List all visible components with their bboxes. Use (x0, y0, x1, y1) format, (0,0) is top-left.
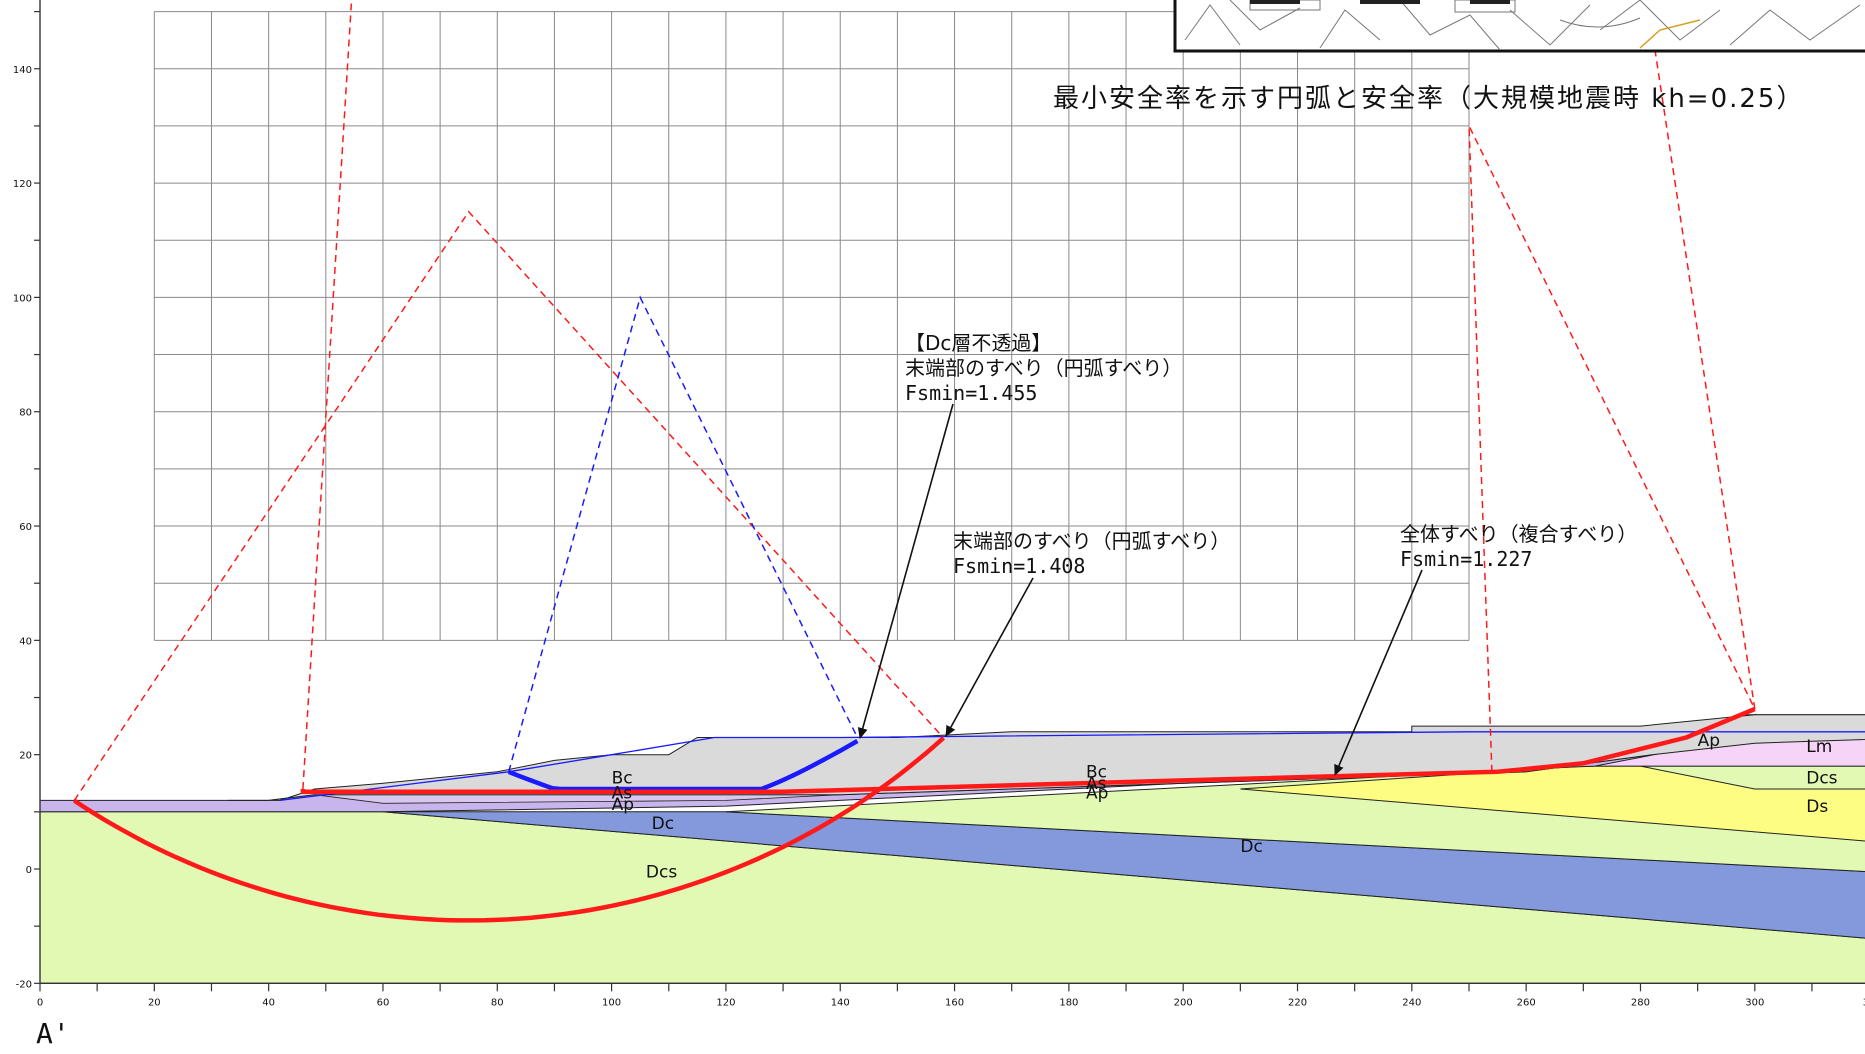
x-tick-label: 40 (262, 997, 275, 1008)
section-label: A' (36, 1017, 70, 1050)
x-tick-label: 60 (377, 997, 390, 1008)
label-ap: Ap (1698, 731, 1720, 751)
callout-fs-value: Fsmin=1.455 (905, 381, 1037, 405)
label-ap: Ap (612, 795, 634, 815)
label-ap: Ap (1086, 784, 1108, 804)
callout-line-2: 末端部のすべり（円弧すべり） (905, 356, 1182, 380)
y-tick-label: 0 (26, 865, 32, 876)
label-dc: Dc (652, 814, 674, 834)
label-ds: Ds (1806, 797, 1828, 817)
guide-lines-local-dc (509, 297, 858, 771)
leader-arrow (860, 404, 953, 738)
y-tick-label: -20 (16, 979, 32, 990)
x-tick-label: 140 (831, 997, 850, 1008)
callout-line-1: 【Dc層不透過】 (905, 331, 1051, 355)
x-tick-label: 180 (1059, 997, 1078, 1008)
map-inset (1175, 0, 1865, 51)
callout-fs-value: Fsmin=1.408 (953, 554, 1085, 578)
label-dcs: Dcs (646, 863, 677, 883)
label-lm: Lm (1806, 737, 1832, 757)
y-tick-label: 140 (13, 65, 32, 76)
callout-overall-composite: 全体すべり（複合すべり） Fsmin=1.227 (1400, 522, 1637, 571)
guide-line-overall-left (303, 0, 355, 789)
leader-arrow (946, 578, 1033, 736)
label-dcs: Dcs (1806, 768, 1837, 788)
x-tick-label: 300 (1745, 997, 1764, 1008)
x-tick-label: 240 (1402, 997, 1421, 1008)
x-tick-label: 160 (945, 997, 964, 1008)
x-tick-label: 120 (716, 997, 735, 1008)
x-tick-label: 200 (1174, 997, 1193, 1008)
guide-lines-local-circular (74, 212, 943, 801)
x-tick-label: 220 (1288, 997, 1307, 1008)
callout-local-dc-impermeable: 【Dc層不透過】 末端部のすべり（円弧すべり） Fsmin=1.455 (905, 331, 1182, 405)
y-tick-label: 20 (19, 751, 32, 762)
soil-layers (40, 715, 1865, 984)
x-tick-label: 260 (1517, 997, 1536, 1008)
y-tick-label: 40 (19, 636, 32, 647)
callout-fs-value: Fsmin=1.227 (1400, 547, 1532, 571)
callout-line-1: 全体すべり（複合すべり） (1400, 522, 1637, 546)
y-tick-label: 120 (13, 179, 32, 190)
y-tick-label: 60 (19, 522, 32, 533)
callout-line-1: 末端部のすべり（円弧すべり） (953, 529, 1230, 553)
label-dc: Dc (1240, 837, 1262, 857)
y-tick-label: 80 (19, 408, 32, 419)
x-tick-label: 280 (1631, 997, 1650, 1008)
x-tick-label: 100 (602, 997, 621, 1008)
chart-title: 最小安全率を示す円弧と安全率（大規模地震時 kh=0.25） (1053, 84, 1804, 114)
x-tick-label: 80 (491, 997, 504, 1008)
x-tick-label: 20 (148, 997, 161, 1008)
guide-lines-overall-center (1469, 126, 1755, 772)
x-tick-label: 0 (37, 997, 43, 1008)
y-tick-label: 100 (13, 293, 32, 304)
callout-local-circular: 末端部のすべり（円弧すべり） Fsmin=1.408 (953, 529, 1230, 578)
